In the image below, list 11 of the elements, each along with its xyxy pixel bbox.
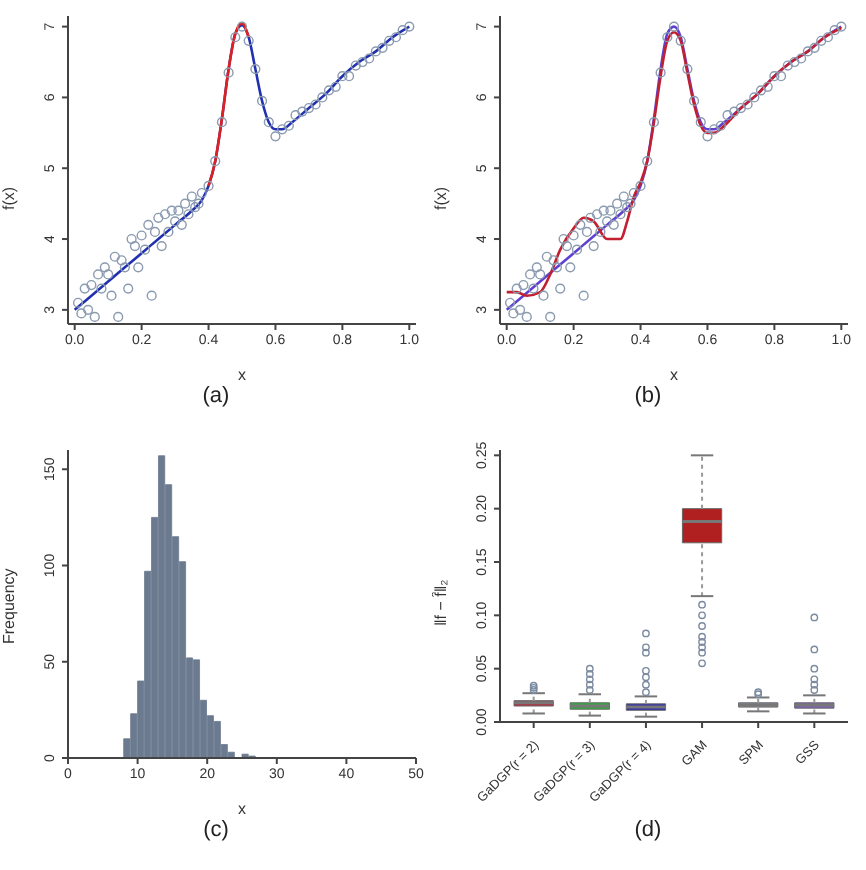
x-axis-title: x: [238, 800, 246, 818]
x-axis-title: x: [670, 366, 678, 384]
text: (d): [632, 818, 664, 842]
text: (a): [200, 384, 232, 408]
y-axis-title: Frequency: [0, 568, 18, 644]
y-axis-title: f(x): [431, 186, 450, 210]
y-axis-title: f(x): [0, 186, 18, 210]
y-axis-title: ‖f − f̂‖₂: [431, 579, 450, 626]
x-axis-title: x: [238, 366, 246, 384]
text: (b): [632, 384, 664, 408]
text: (c): [201, 818, 231, 842]
